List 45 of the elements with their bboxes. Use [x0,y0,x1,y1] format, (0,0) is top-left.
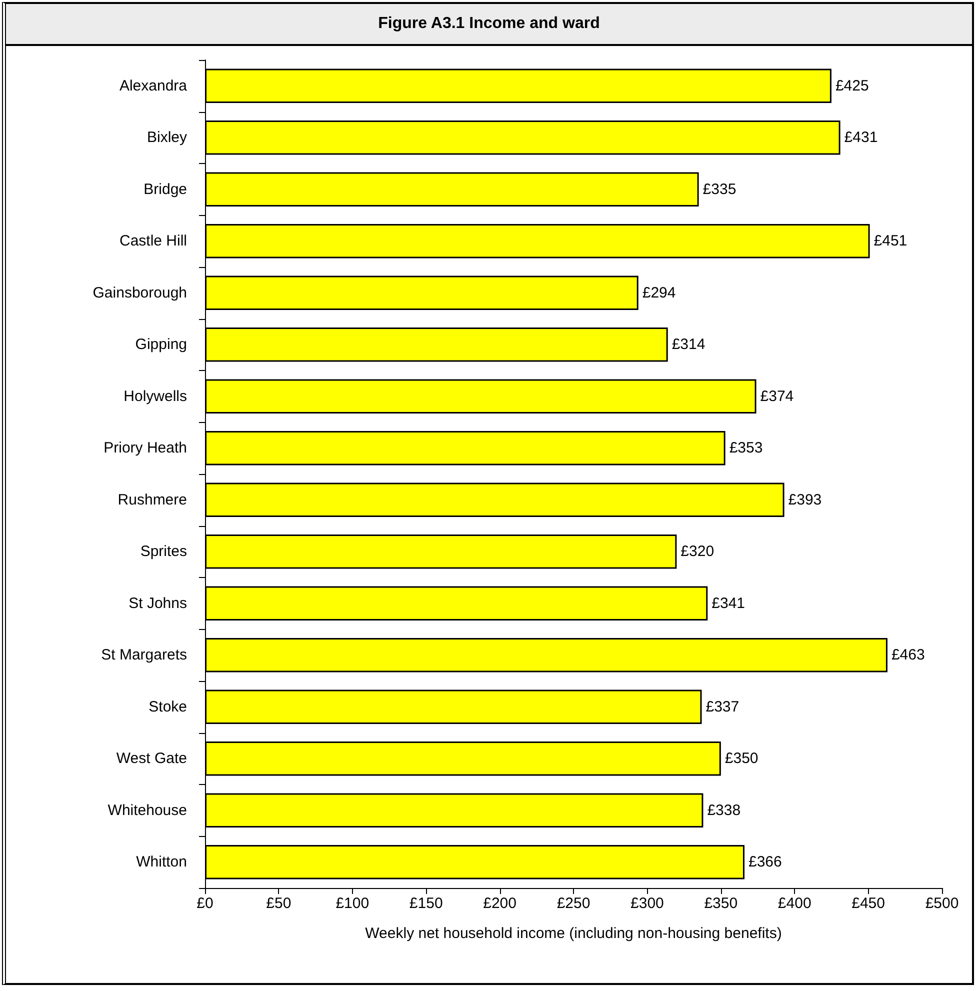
data-label: £335 [702,180,736,198]
data-label: £393 [788,491,822,508]
x-tick-label: £400 [778,895,812,912]
x-tick-label: £350 [704,895,738,912]
y-tick-label: Bixley [146,129,188,146]
data-label: £374 [760,388,794,405]
x-tick-label: £150 [409,895,443,912]
y-tick-label: Holywells [124,388,187,405]
data-label: £337 [706,698,740,716]
data-label: £314 [672,336,706,354]
chart-title: Figure A3.1 Income and ward [6,4,972,46]
data-label: £350 [724,750,758,768]
y-tick-label: St Johns [128,594,187,612]
x-tick-label: £450 [852,895,885,912]
x-tick-label: £200 [483,895,516,912]
y-tick-label: Whitehouse [108,802,187,819]
data-label: £320 [680,543,714,560]
y-tick-label: Gainsborough [92,284,187,302]
data-label: £341 [712,594,746,612]
y-tick-label: Alexandra [119,77,188,94]
data-label: £353 [729,440,763,457]
y-tick-label: Bridge [144,180,187,198]
y-tick-label: Gipping [135,336,187,354]
data-label: £425 [835,77,869,94]
data-label: £463 [891,646,925,664]
y-tick-label: Castle Hill [119,232,187,250]
data-label: £338 [707,802,741,819]
y-tick-label: St Margarets [101,646,187,664]
x-tick-label: £100 [336,895,370,912]
y-tick-label: West Gate [116,750,187,768]
data-label: £294 [642,284,676,302]
x-tick-label: £500 [925,895,959,912]
data-label: £431 [844,129,878,146]
x-axis-title: Weekly net household income (including non-housing benefits) [365,925,782,942]
data-label: £451 [874,232,908,250]
y-tick-label: Rushmere [118,491,187,508]
y-tick-label: Stoke [148,698,187,716]
x-tick-label: £250 [556,895,590,912]
y-tick-label: Priory Heath [104,440,187,457]
data-label: £366 [748,854,782,871]
x-tick-label: £0 [196,895,214,912]
y-tick-label: Whitton [136,854,187,871]
x-tick-label: £50 [266,895,292,912]
y-tick-label: Sprites [140,543,187,560]
x-tick-label: £300 [630,895,664,912]
